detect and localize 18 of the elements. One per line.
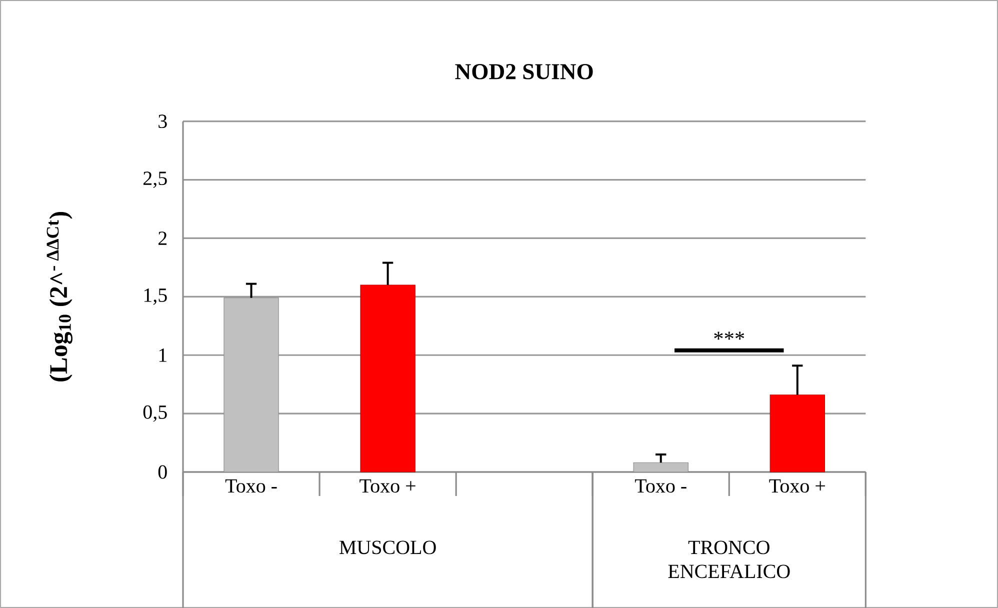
y-tick-label: 3: [158, 114, 167, 128]
y-axis-title: (Log$_{10}$ (2^$^{- ΔΔCt}$): [46, 212, 72, 382]
bar: [770, 394, 825, 472]
y-tick-label: 2,5: [144, 172, 167, 188]
y-tick-label: 1,5: [144, 288, 167, 305]
y-tick-label: 0,5: [143, 405, 167, 422]
x-tick-label: Toxo -: [225, 479, 277, 493]
text: MUSCOLO: [339, 540, 436, 554]
y-tick-label: 1: [159, 348, 166, 362]
chart-title: NOD2 SUINO: [455, 64, 593, 80]
y-tick-label: 0: [158, 465, 167, 479]
x-tick-label: Toxo -: [634, 479, 686, 493]
bar: [360, 284, 416, 472]
y-tick-label: 2: [158, 232, 167, 245]
text: TRONCO ENCEFALICO: [668, 540, 790, 578]
x-tick-label: Toxo +: [360, 479, 416, 493]
annotation: ***: [714, 332, 744, 340]
x-tick-label: Toxo +: [769, 479, 825, 493]
